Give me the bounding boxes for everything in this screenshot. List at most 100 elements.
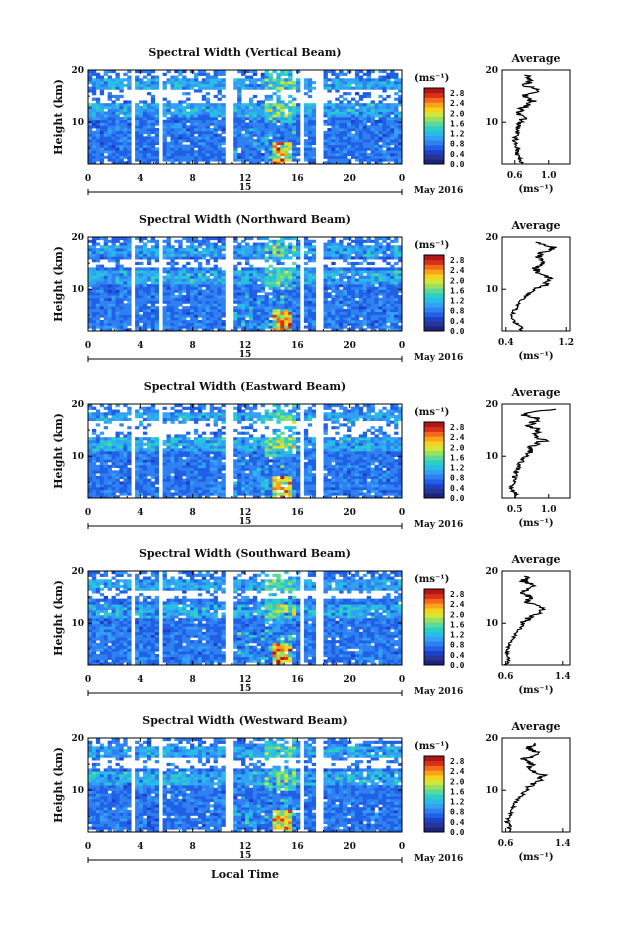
heatmap-cell [241,292,246,296]
heatmap-cell [139,319,144,324]
heatmap-cell [127,317,132,321]
heatmap-cell [107,478,112,482]
heatmap-cell [154,311,160,315]
heatmap-cell [276,105,281,110]
heatmap-cell [135,475,140,480]
heatmap-cell [323,311,328,315]
heatmap-cell [88,412,93,416]
heatmap-cell [123,239,128,243]
heatmap-cell [331,248,336,252]
heatmap-cell [205,319,211,324]
heatmap-cell [107,409,112,413]
heatmap-cell [311,248,317,252]
heatmap-cell [248,306,254,310]
heatmap-cell [170,281,175,285]
heatmap-cell [327,311,332,315]
heatmap-cell [390,245,395,249]
heatmap-cell [237,314,242,318]
heatmap-cell [241,275,246,279]
heatmap-cell [178,139,183,143]
heatmap-cell [123,415,128,419]
heatmap-cell [174,130,179,134]
heatmap-cell [347,108,352,112]
heatmap-cell [209,300,215,304]
heatmap-cell [162,314,167,318]
heatmap-cell [99,439,105,444]
heatmap-cell [245,141,250,146]
heatmap-cell [162,114,167,118]
heatmap-cell [268,81,273,85]
heatmap-cell [256,155,262,159]
heatmap-cell [339,161,344,165]
heatmap-cell [91,103,97,107]
heatmap-cell [150,144,156,148]
heatmap-cell [197,253,203,257]
heatmap-cell [135,456,140,460]
heatmap-cell [111,86,116,90]
heatmap-cell [343,259,348,263]
heatmap-cell [327,250,332,254]
heatmap-cell [268,278,273,282]
heatmap-cell [115,278,120,282]
heatmap-cell [303,105,309,110]
heatmap-cell [166,133,171,137]
heatmap-cell [268,128,273,132]
heatmap-cell [374,311,379,315]
heatmap-cell [174,451,179,455]
heatmap-cell [366,253,372,257]
heatmap-cell [245,281,250,285]
heatmap-cell [366,125,372,129]
heatmap-cell [217,272,222,277]
heatmap-cell [241,161,246,165]
heatmap-cell [182,125,187,129]
heatmap-cell [142,70,148,74]
heatmap-cell [107,147,112,151]
heatmap-cell [252,297,258,301]
heatmap-cell [135,78,140,82]
heatmap-cell [115,459,120,463]
heatmap-cell [398,150,403,154]
heatmap-cell [115,139,120,143]
heatmap-cell [142,242,148,246]
heatmap-cell [276,319,281,324]
heatmap-cell [139,297,144,301]
heatmap-cell [178,281,183,285]
heatmap-cell [139,486,144,491]
heatmap-cell [217,245,222,249]
heatmap-cell [115,451,120,455]
heatmap-cell [107,325,112,329]
colorbar-swatch [424,293,444,299]
heatmap-cell [264,155,269,159]
heatmap-cell [119,492,124,496]
heatmap-cell [268,139,273,143]
heatmap-cell [350,114,356,118]
colorbar-swatch [424,288,444,294]
heatmap-cell [193,239,199,243]
heatmap-cell [201,141,207,146]
heatmap-cell [135,144,140,148]
heatmap-cell [394,108,399,112]
heatmap-cell [91,152,97,157]
heatmap-cell [347,248,352,252]
heatmap-cell [370,86,375,90]
heatmap-cell [88,481,93,485]
heatmap-cell [394,144,399,148]
heatmap-cell [107,125,112,129]
heatmap-cell [209,286,215,290]
heatmap-cell [280,270,285,274]
heatmap-cell [142,284,148,288]
heatmap-cell [139,456,144,460]
heatmap-cell [347,303,352,307]
heatmap-cell [103,412,109,416]
heatmap-cell [107,420,112,424]
heatmap-cell [252,122,258,126]
heatmap-cell [119,125,124,129]
heatmap-cell [166,272,171,277]
heatmap-cell [370,111,375,115]
heatmap-cell [311,292,317,296]
heatmap-cell [107,122,112,126]
heatmap-cell [292,119,297,123]
heatmap-cell [264,108,269,112]
heatmap-cell [209,105,215,110]
heatmap-cell [331,152,336,157]
